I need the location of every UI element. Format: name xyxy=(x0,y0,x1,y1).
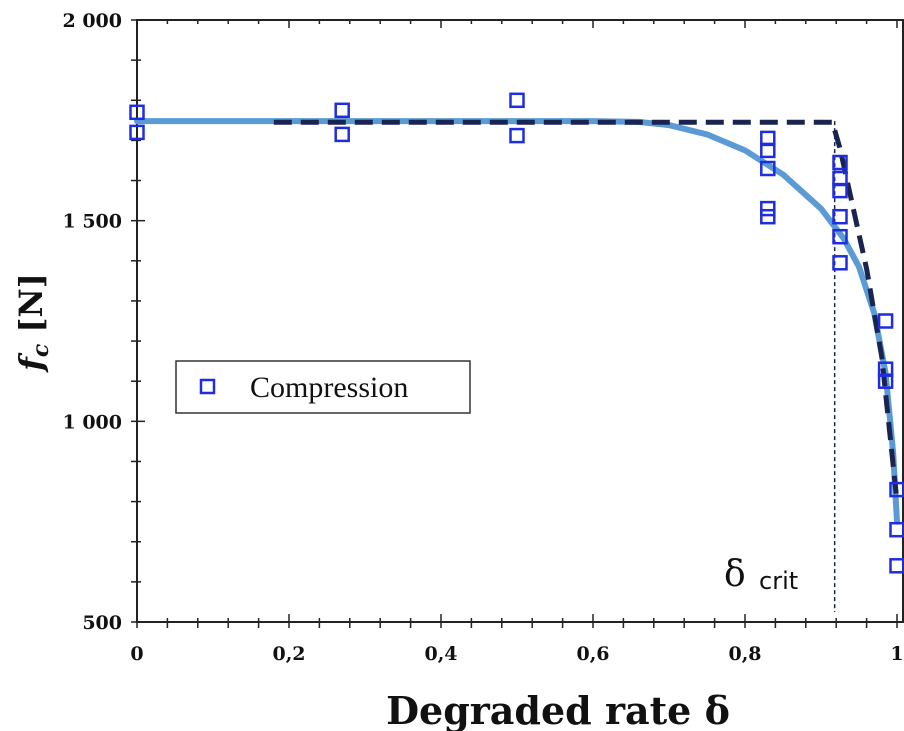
y-tick-label: 500 xyxy=(82,612,122,634)
annotation-crit: crit xyxy=(759,567,798,595)
data-point-marker xyxy=(129,124,145,141)
data-point-marker xyxy=(334,102,350,119)
svg-text:fc [N]: fc [N] xyxy=(12,273,54,373)
data-markers xyxy=(129,92,904,574)
data-point-marker xyxy=(509,92,525,109)
data-point-marker xyxy=(832,208,848,225)
data-point-marker xyxy=(877,373,894,389)
data-point-marker xyxy=(832,182,848,199)
data-point-marker xyxy=(509,127,525,144)
y-axis-title: fc [N] xyxy=(12,273,54,373)
bilinear-model-line xyxy=(273,119,900,502)
x-tick-label: 1 xyxy=(890,643,903,665)
legend: Compression xyxy=(175,360,471,414)
data-point-marker xyxy=(832,154,848,171)
x-tick-label: 0,6 xyxy=(576,643,609,665)
critical-annotation: δ crit xyxy=(724,554,798,595)
plot-area-frame xyxy=(136,19,904,623)
data-point-marker xyxy=(760,200,776,217)
y-tick-labels: 500 1 000 1 500 2 000 xyxy=(63,10,123,634)
y-tick-label: 1 000 xyxy=(63,411,123,433)
legend-marker-compression xyxy=(199,378,216,395)
data-point-marker xyxy=(760,208,776,225)
x-tick-label: 0,2 xyxy=(272,643,305,665)
legend-label-compression: Compression xyxy=(250,371,408,404)
data-point-marker xyxy=(760,142,776,159)
x-tick-label: 0,4 xyxy=(424,643,457,665)
x-tick-label: 0 xyxy=(130,643,143,665)
y-axis-subscript: c xyxy=(28,343,54,357)
data-point-marker xyxy=(832,255,848,271)
y-axis-symbol: f xyxy=(12,352,50,373)
y-tick-label: 1 500 xyxy=(63,211,123,233)
fitted-curve-line xyxy=(134,118,900,525)
x-tick-labels: 0 0,2 0,4 0,6 0,8 1 xyxy=(130,643,903,665)
tick-marks xyxy=(131,19,898,628)
data-point-marker xyxy=(832,228,848,245)
data-point-marker xyxy=(129,104,145,121)
data-point-marker xyxy=(889,558,904,574)
y-axis-unit: [N] xyxy=(12,273,50,344)
x-axis-title: Degraded rate δ xyxy=(386,688,730,731)
data-point-marker xyxy=(889,521,904,538)
y-tick-label: 2 000 xyxy=(63,10,123,32)
data-point-marker xyxy=(877,313,894,329)
x-tick-label: 0,8 xyxy=(728,643,761,665)
legend-box xyxy=(175,360,471,414)
data-point-marker xyxy=(334,126,350,143)
annotation-delta: δ xyxy=(724,554,746,595)
data-point-marker xyxy=(760,160,776,177)
